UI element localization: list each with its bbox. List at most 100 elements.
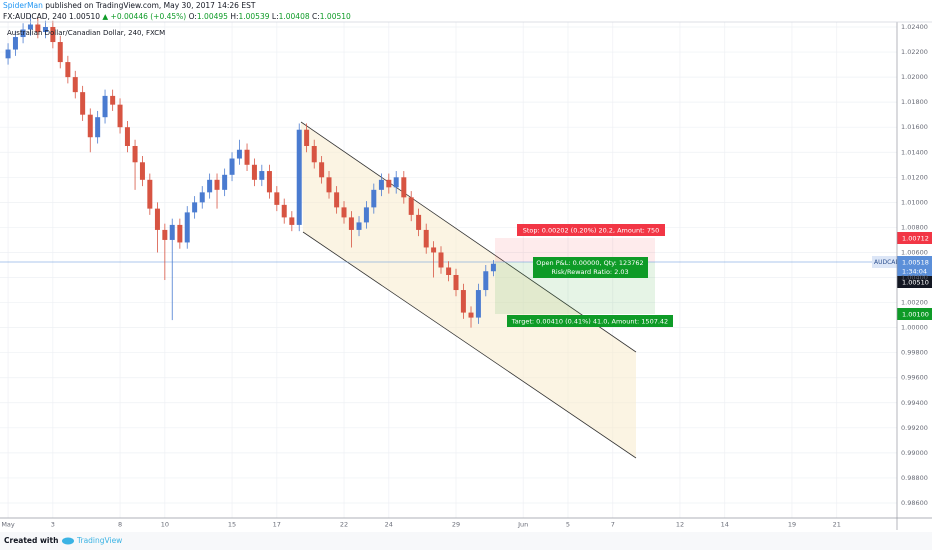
candle-body	[124, 127, 130, 146]
y-tick-label: 1.01600	[901, 123, 928, 131]
candle-body	[139, 162, 145, 180]
candle-body	[102, 95, 108, 118]
candle-body	[408, 197, 414, 215]
pnl-label-box	[533, 257, 648, 278]
candle-body	[304, 129, 310, 146]
o-label: O:	[189, 12, 197, 21]
y-tick-label: 1.00400	[901, 274, 928, 282]
close-price-tag	[897, 276, 932, 288]
y-tick-label: 1.00200	[901, 299, 928, 307]
candle-body	[259, 171, 265, 180]
y-tick-label: 1.02200	[901, 48, 928, 56]
y-tick-label: 1.02400	[901, 23, 928, 31]
candle-body	[169, 224, 175, 240]
symbol: FX:AUDCAD, 240	[3, 12, 67, 21]
countdown: 1:34:04	[902, 268, 927, 276]
candle-body	[251, 164, 257, 180]
candle-body	[334, 192, 340, 208]
candle-body	[490, 263, 496, 272]
candle-body	[5, 49, 11, 59]
candle-body	[475, 290, 481, 318]
candle-body	[438, 252, 444, 268]
y-tick-label: 0.98600	[901, 499, 928, 507]
y-tick-label: 1.01800	[901, 98, 928, 106]
candle-body	[42, 27, 48, 33]
c-value: 1.00510	[320, 12, 351, 21]
candle-body	[184, 212, 190, 243]
candle-body	[401, 177, 407, 198]
x-tick-label: 19	[788, 521, 796, 529]
logo-icon	[62, 537, 74, 545]
y-tick-label: 1.00000	[901, 324, 928, 332]
h-label: H:	[230, 12, 238, 21]
candle-body	[356, 222, 362, 230]
candle-body	[326, 177, 332, 193]
candle-body	[132, 146, 138, 163]
candle-body	[393, 177, 399, 188]
candle-body	[460, 290, 466, 313]
candle-body	[177, 224, 183, 243]
c-label: C:	[312, 12, 320, 21]
symbol-tag-text: AUDCAD	[874, 259, 900, 266]
x-tick-label: 21	[833, 521, 841, 529]
candle-body	[229, 158, 235, 175]
candle-body	[236, 149, 242, 159]
x-tick-label: 24	[385, 521, 393, 529]
candle-body	[154, 208, 160, 230]
last-price-tag	[897, 256, 932, 277]
candle-body	[483, 271, 489, 291]
y-tick-label: 1.00800	[901, 223, 928, 231]
candle-body	[468, 312, 474, 318]
pnl-label: Open P&L: 0.00000, Qty: 123762	[536, 259, 643, 267]
target-price-tag	[897, 308, 932, 320]
y-tick-label: 0.99600	[901, 374, 928, 382]
candle-body	[274, 192, 280, 205]
candle-body	[416, 214, 422, 230]
channel-lower	[302, 231, 637, 459]
x-tick-label: 10	[161, 521, 169, 529]
candle-body	[35, 24, 41, 33]
y-tick-label: 0.98800	[901, 474, 928, 482]
candle-body	[192, 202, 198, 213]
candle-body	[214, 179, 220, 190]
x-tick-label: 7	[611, 521, 615, 529]
stop-price: 1.00712	[902, 235, 929, 243]
candle-body	[12, 37, 18, 50]
x-tick-label: 5	[566, 521, 570, 529]
candle-body	[95, 117, 101, 138]
chart-title: Australian Dollar/Canadian Dollar, 240, …	[7, 29, 165, 37]
candle-body	[266, 171, 272, 193]
candle-body	[363, 207, 369, 223]
channel-upper	[300, 121, 637, 353]
overlay: Stop: 0.00202 (0.20%) 20.2, Amount: 750 …	[507, 224, 932, 327]
candle-body	[431, 247, 437, 253]
y-tick-label: 0.99000	[901, 449, 928, 457]
footer-brand: TradingView	[76, 536, 122, 545]
candle-body	[80, 92, 86, 115]
candle-body	[348, 217, 354, 230]
o-value: 1.00495	[197, 12, 228, 21]
candles	[5, 14, 496, 328]
y-tick-label: 1.01000	[901, 198, 928, 206]
x-tick-label: 15	[228, 521, 236, 529]
candle-body	[296, 129, 302, 225]
x-tick-label: Jun	[517, 521, 528, 529]
candle-body	[378, 179, 384, 190]
candle-body	[199, 192, 205, 203]
candle-body	[289, 217, 295, 225]
y-tick-label: 1.01400	[901, 148, 928, 156]
y-tick-label: 0.99200	[901, 424, 928, 432]
author: SpiderMan	[3, 1, 43, 10]
candle-body	[27, 24, 33, 30]
stop-price-tag	[897, 232, 932, 244]
channel-fill	[301, 122, 636, 458]
candle-body	[244, 149, 250, 165]
l-value: 1.00408	[279, 12, 310, 21]
target-label-box	[507, 315, 673, 327]
candle-body	[341, 207, 347, 218]
risk-reward-label: Risk/Reward Ratio: 2.03	[551, 268, 628, 276]
candle-body	[87, 114, 93, 138]
candle-body	[57, 42, 63, 63]
x-tick-label: 8	[118, 521, 122, 529]
